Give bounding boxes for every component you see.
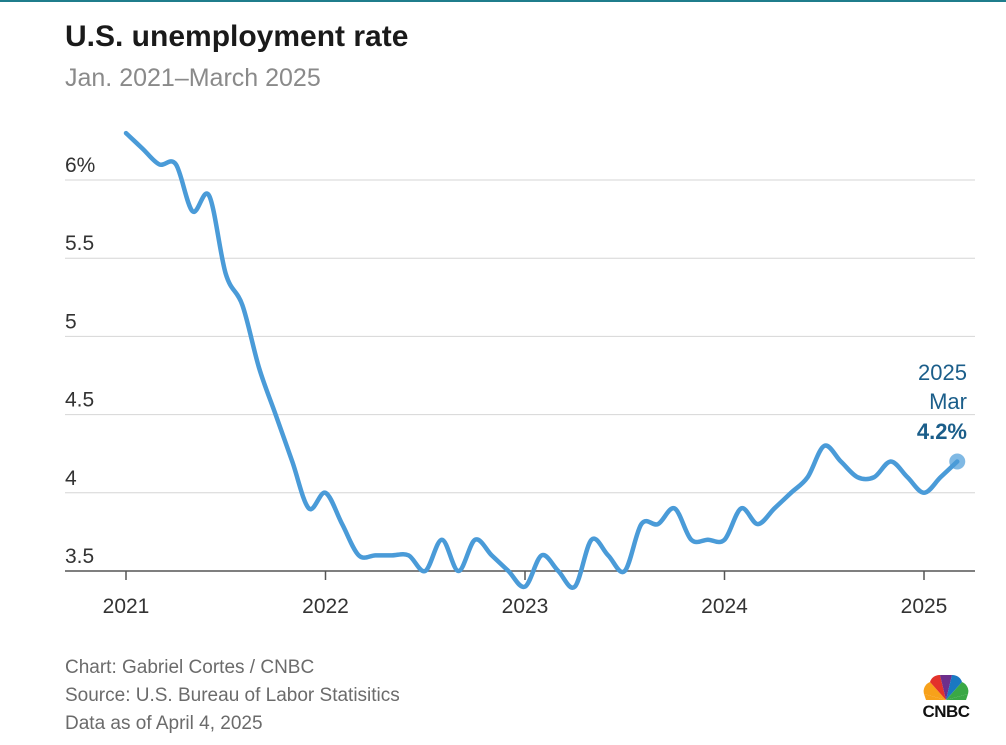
series-layer: [123, 130, 960, 590]
annotation-month: Mar: [929, 389, 967, 414]
logo-text: CNBC: [922, 702, 970, 721]
x-tick-label: 2021: [103, 595, 150, 618]
series-line: [123, 130, 960, 590]
x-axis-ticks: 2021 2022 2023 2024 2025: [103, 571, 948, 618]
end-annotation: 2025 Mar 4.2%: [917, 360, 967, 470]
chart-credit: Chart: Gabriel Cortes / CNBC: [65, 657, 315, 678]
grid-lines: [65, 179, 975, 572]
y-tick-label: 3.5: [65, 545, 94, 568]
x-tick-label: 2022: [302, 595, 349, 618]
end-point-marker: [949, 453, 966, 470]
line-chart: 3.5 4 4.5 5 5.5 6% 2021 2022 2023 2024 2025 2025 M…: [65, 130, 975, 618]
x-tick-label: 2025: [901, 595, 948, 618]
cnbc-logo: CNBC: [918, 672, 974, 722]
y-tick-label: 5.5: [65, 232, 94, 255]
chart-source: Source: U.S. Bureau of Labor Statisitics: [65, 685, 400, 706]
y-tick-label: 4.5: [65, 389, 94, 412]
x-tick-label: 2024: [701, 595, 748, 618]
chart-title: U.S. unemployment rate: [65, 20, 409, 53]
peacock-icon: [923, 674, 969, 700]
chart-subtitle: Jan. 2021–March 2025: [65, 64, 321, 92]
x-tick-label: 2023: [502, 595, 549, 618]
annotation-value: 4.2%: [917, 419, 967, 444]
y-tick-label: 4: [65, 467, 77, 490]
top-rule: [0, 0, 1006, 2]
data-date: Data as of April 4, 2025: [65, 713, 263, 734]
y-axis-ticks: 3.5 4 4.5 5 5.5 6%: [65, 154, 95, 568]
y-tick-label: 6%: [65, 154, 95, 177]
y-tick-label: 5: [65, 310, 77, 333]
annotation-year: 2025: [918, 360, 967, 385]
